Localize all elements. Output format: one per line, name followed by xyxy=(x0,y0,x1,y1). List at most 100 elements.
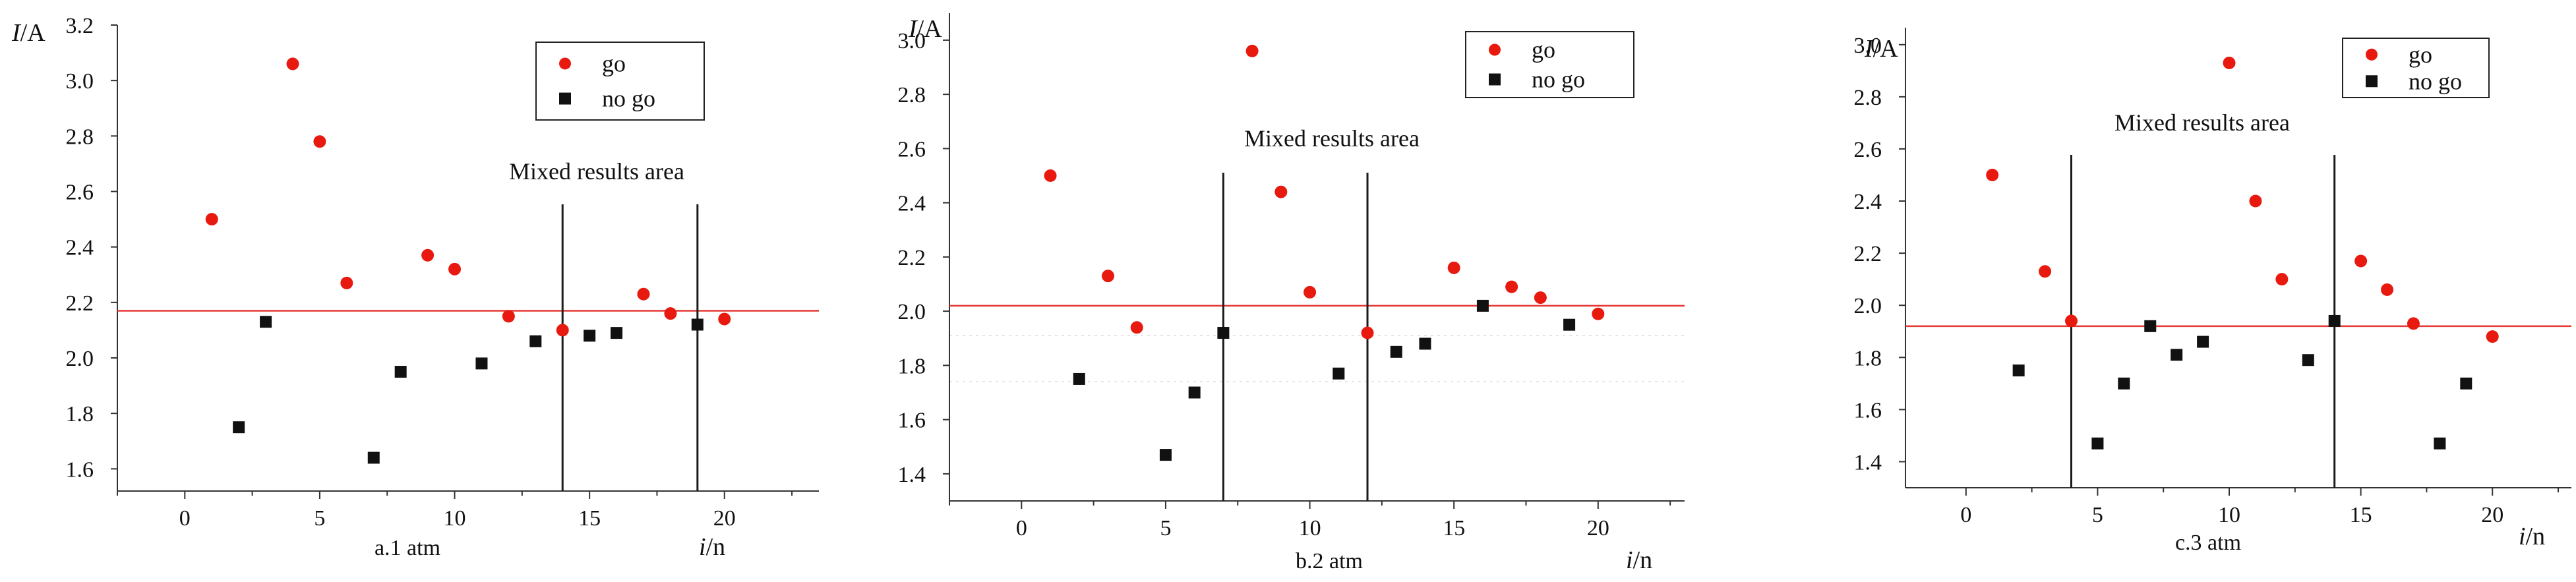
y-axis-title: I/A xyxy=(11,19,45,47)
y-tick-label: 1.4 xyxy=(898,463,926,487)
y-axis-title: I/A xyxy=(1864,35,1898,63)
no-go-point xyxy=(2328,314,2341,327)
go-point xyxy=(1274,185,1288,198)
chart-caption: c.3 atm xyxy=(2175,531,2241,555)
go-point xyxy=(637,287,650,301)
go-point xyxy=(2249,194,2262,208)
legend-nogo-label: no go xyxy=(602,86,655,112)
y-tick-label: 1.8 xyxy=(898,354,926,378)
x-tick-label: 0 xyxy=(1960,503,1971,527)
y-tick-label: 1.6 xyxy=(66,457,94,482)
no-go-point xyxy=(1159,449,1172,461)
no-go-point xyxy=(475,357,488,370)
no-go-point xyxy=(1073,372,1085,385)
no-go-point xyxy=(1390,345,1402,358)
no-go-point xyxy=(1217,327,1230,339)
y-tick-label: 3.0 xyxy=(898,29,926,53)
go-point xyxy=(1303,285,1317,299)
go-point xyxy=(1505,280,1518,293)
go-point xyxy=(2275,273,2289,286)
x-tick-label: 15 xyxy=(2350,503,2372,527)
go-point xyxy=(1592,307,1605,320)
no-go-point xyxy=(1333,367,1345,380)
no-go-point xyxy=(2302,354,2314,366)
x-tick-label: 10 xyxy=(1299,516,1321,540)
y-tick-label: 1.4 xyxy=(1854,450,1882,475)
legend-nogo-marker xyxy=(1489,73,1501,86)
region-label: Mixed results area xyxy=(509,158,684,185)
no-go-point xyxy=(2197,335,2209,348)
x-tick-label: 20 xyxy=(1587,516,1609,540)
chart-panel-2: 1.4 1.6 1.8 2.0 2.2 2.4 2.6 2.8 3.0 0 5 10 15 20 I/A i/… xyxy=(898,13,1685,574)
no-go-point xyxy=(2012,364,2025,377)
no-go-point xyxy=(2144,320,2157,332)
go-point xyxy=(313,135,326,148)
x-tick-label: 5 xyxy=(1160,516,1171,540)
legend-box xyxy=(535,42,705,121)
x-tick-label: 15 xyxy=(578,506,601,531)
y-tick-label: 2.0 xyxy=(1854,294,1882,318)
go-point xyxy=(2381,283,2394,296)
y-tick-label: 2.8 xyxy=(1854,86,1882,110)
go-point xyxy=(1130,321,1143,334)
legend-box xyxy=(2342,38,2490,98)
x-tick-label: 5 xyxy=(2092,503,2103,527)
go-point xyxy=(1245,44,1259,57)
x-tick-label: 5 xyxy=(314,506,325,531)
no-go-point xyxy=(1419,337,1431,350)
legend-nogo-label: no go xyxy=(2409,68,2462,94)
legend-go-label: go xyxy=(1532,37,1555,63)
go-point xyxy=(1986,168,1999,181)
x-tick-label: 20 xyxy=(713,506,736,531)
y-tick-label: 2.2 xyxy=(1854,242,1882,266)
y-tick-label: 1.8 xyxy=(1854,346,1882,370)
no-go-point xyxy=(1563,318,1576,331)
legend-go-label: go xyxy=(2409,42,2432,68)
no-go-point xyxy=(367,451,380,464)
go-point xyxy=(2486,330,2499,343)
y-tick-label: 3.0 xyxy=(66,69,94,94)
go-point xyxy=(1361,326,1374,339)
x-axis-title: i/n xyxy=(699,533,725,561)
no-go-point xyxy=(2118,377,2130,390)
y-tick-label: 2.4 xyxy=(898,192,926,216)
chart-caption: a.1 atm xyxy=(374,536,440,560)
no-go-point xyxy=(2091,437,2104,450)
y-tick-label: 2.8 xyxy=(898,83,926,107)
y-tick-label: 2.6 xyxy=(1854,138,1882,162)
legend: go no go xyxy=(535,42,705,121)
x-tick-label: 0 xyxy=(1016,516,1027,540)
no-go-point xyxy=(2460,377,2472,390)
chart-caption: b.2 atm xyxy=(1296,549,1363,573)
legend-go-marker xyxy=(2366,48,2378,61)
region-label: Mixed results area xyxy=(2114,109,2290,136)
legend-go-label: go xyxy=(602,50,626,76)
chart-panel-1: 1.6 1.8 2.0 2.2 2.4 2.6 2.8 3.0 3.2 0 5 10 15 20 I/A i/… xyxy=(11,14,819,561)
go-point xyxy=(421,248,434,262)
go-point xyxy=(286,57,299,71)
go-point xyxy=(205,213,218,226)
no-go-point xyxy=(233,421,245,434)
go-point xyxy=(1101,270,1114,283)
no-go-point xyxy=(529,335,542,347)
legend-go-marker xyxy=(559,57,571,70)
go-point xyxy=(664,307,677,320)
go-point xyxy=(1044,169,1057,183)
y-tick-label: 2.2 xyxy=(898,246,926,270)
no-go-point xyxy=(2434,437,2446,450)
go-point xyxy=(502,310,515,323)
x-axis-title: i/n xyxy=(2519,523,2545,550)
no-go-point xyxy=(1476,299,1489,312)
go-point xyxy=(556,324,569,337)
go-point xyxy=(2354,254,2368,268)
legend-go-marker xyxy=(1489,44,1501,56)
no-go-point xyxy=(1188,386,1201,399)
legend-nogo-marker xyxy=(559,92,571,105)
chart-panel-3: 1.4 1.6 1.8 2.0 2.2 2.4 2.6 2.8 3.0 0 5 10 15 20 I/A i/… xyxy=(1854,28,2571,555)
legend-nogo-marker xyxy=(2366,75,2378,88)
x-tick-label: 20 xyxy=(2481,503,2503,527)
x-tick-label: 0 xyxy=(179,506,191,531)
x-tick-label: 10 xyxy=(444,506,466,531)
